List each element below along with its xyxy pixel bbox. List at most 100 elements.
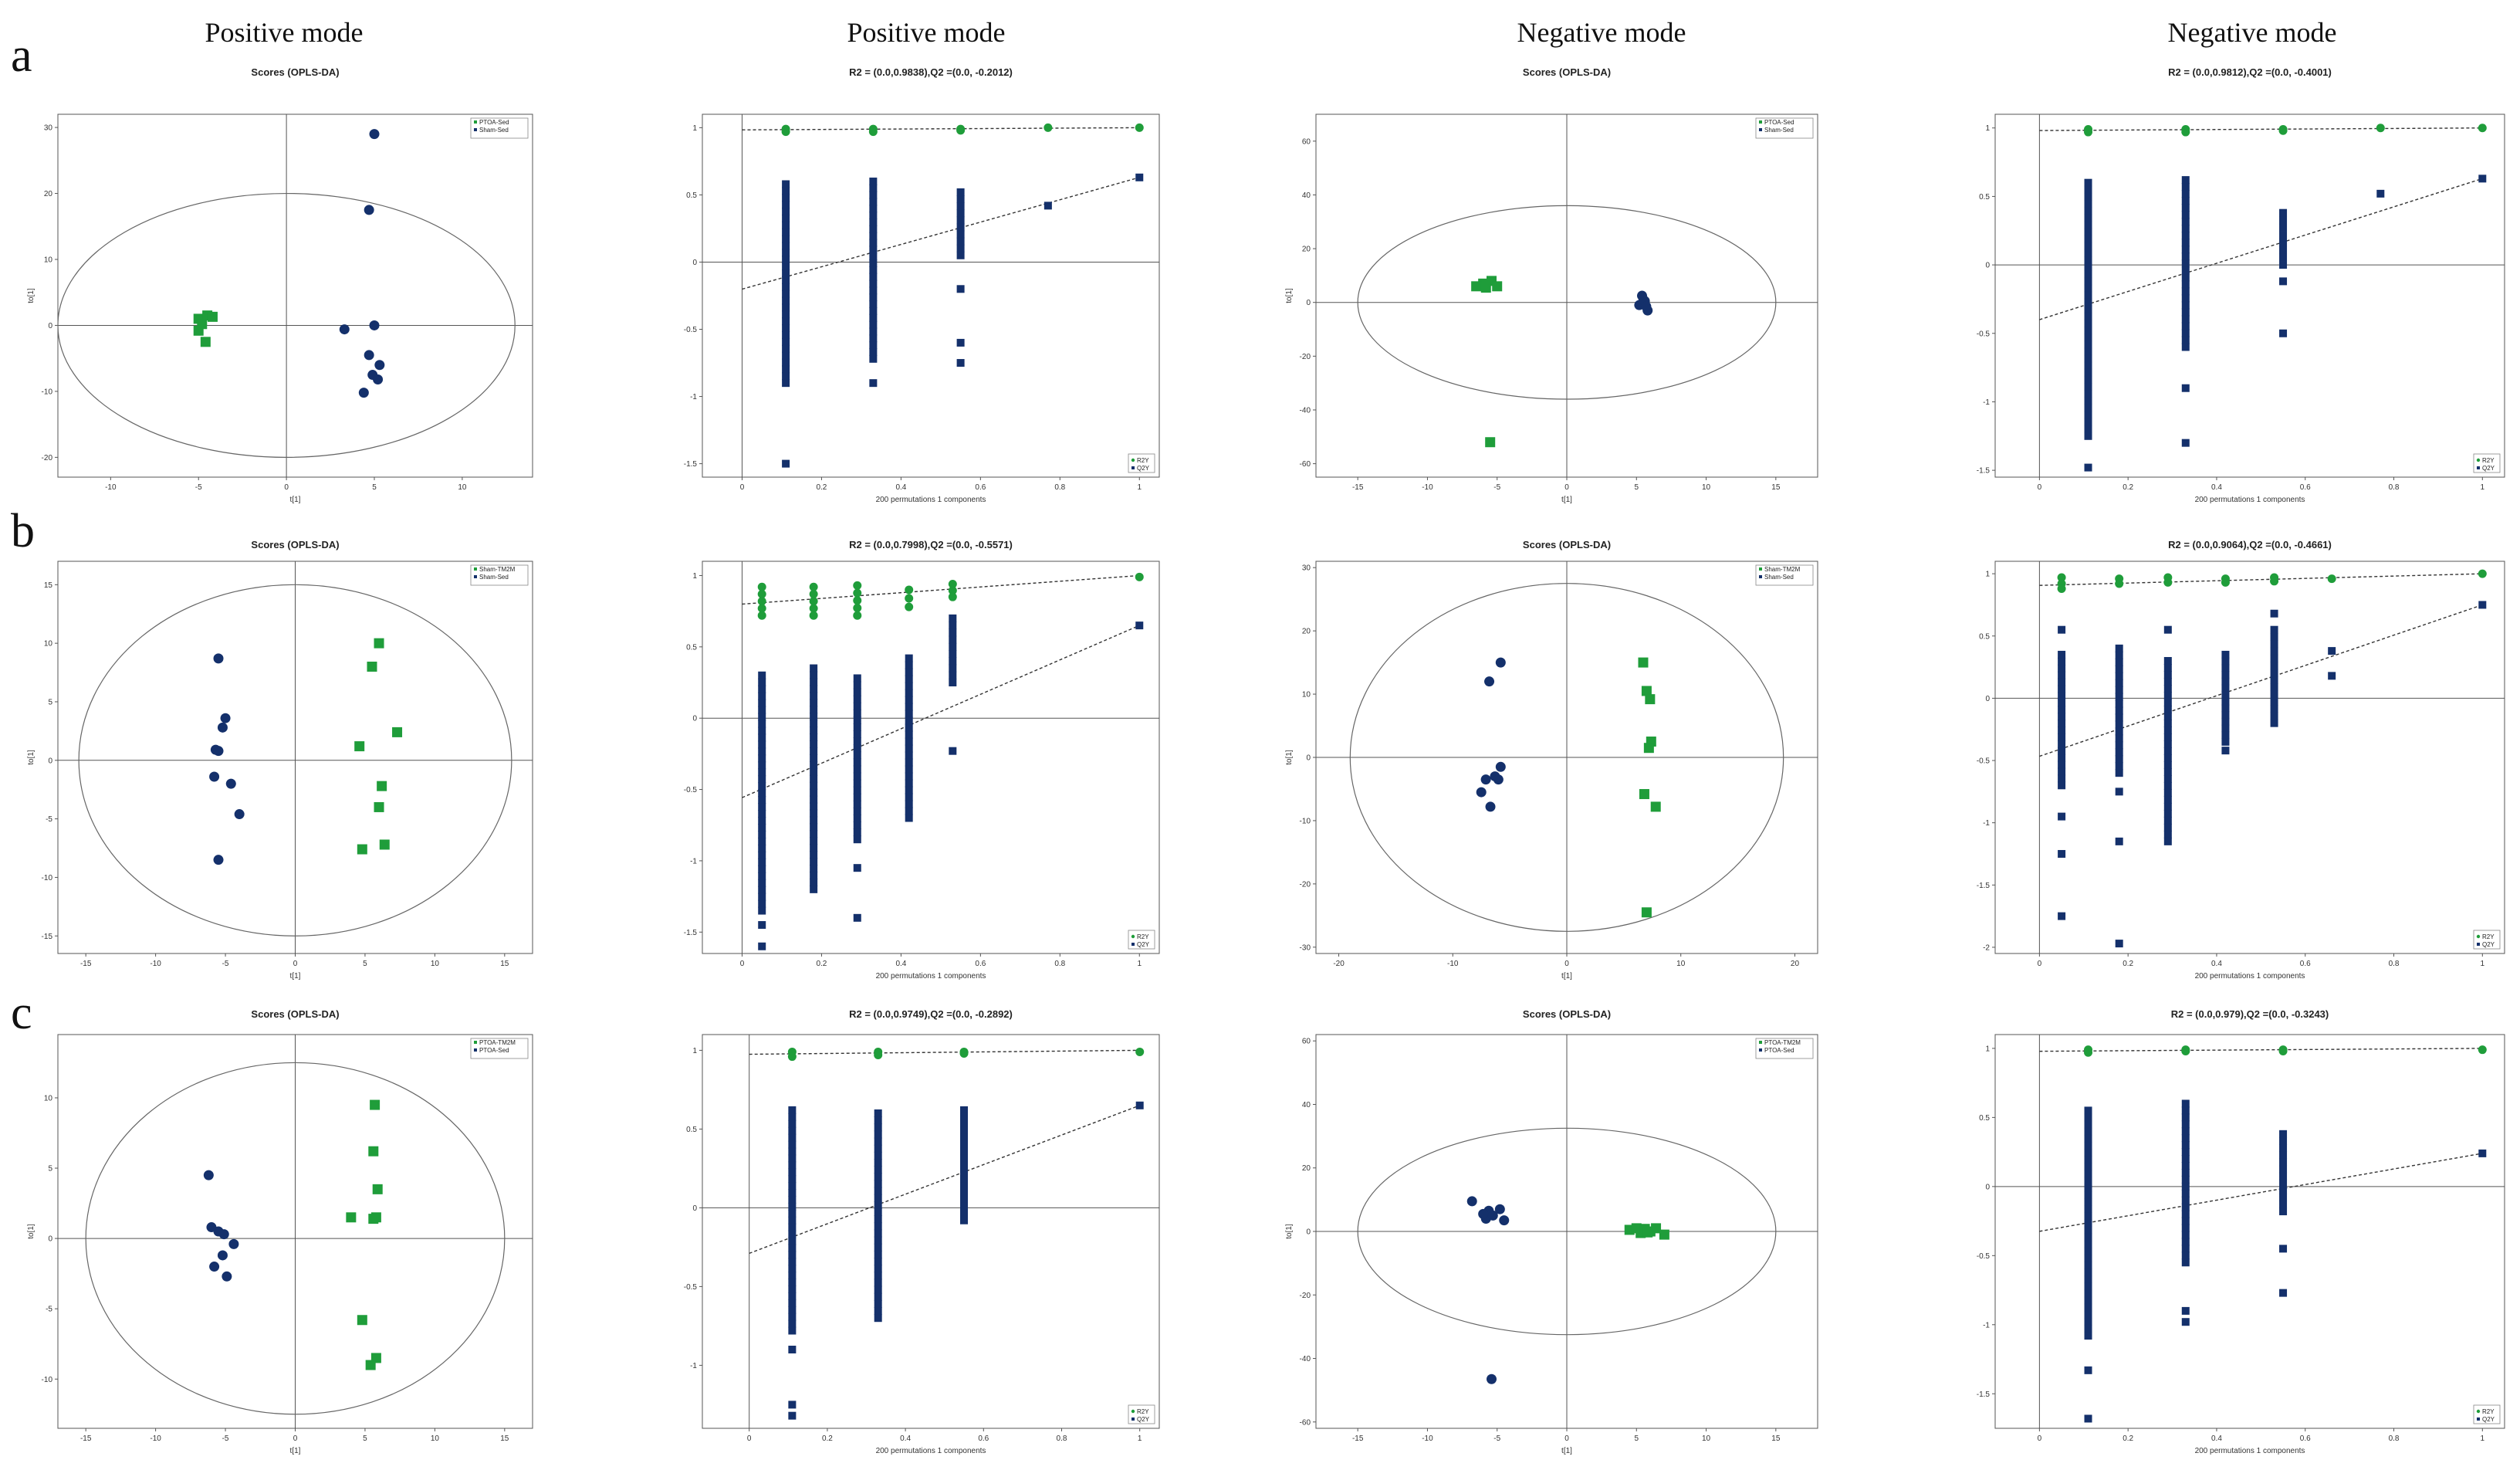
q2-point — [810, 823, 818, 832]
navy-circle-point — [1494, 1204, 1505, 1214]
y-tick-label: -0.5 — [1977, 757, 1991, 766]
navy-circle-point — [1485, 801, 1496, 812]
r2-regression-line — [2039, 573, 2483, 586]
q2-point — [782, 242, 790, 250]
x-tick-label: 0 — [747, 1434, 752, 1443]
q2-point — [2084, 1254, 2092, 1262]
q2-point — [2221, 717, 2230, 726]
q2-point — [758, 810, 766, 818]
q2-point — [874, 1243, 882, 1252]
q2-point — [2058, 760, 2066, 769]
q2-point — [2084, 277, 2092, 286]
y-tick-label: 5 — [48, 1165, 52, 1174]
q2-point — [2181, 246, 2190, 254]
q2-point — [2115, 734, 2123, 743]
green-square-point — [207, 311, 218, 322]
panel-1-4: R2 = (0.0,0.9812),Q2 =(0.0, -0.4001) 0 0.2… — [1977, 66, 2505, 504]
x-tick-label: 0.4 — [900, 1434, 911, 1443]
y-tick-label: 30 — [44, 124, 53, 133]
q2-point — [2221, 737, 2230, 746]
green-square-point — [1642, 1227, 1653, 1238]
q2-point — [810, 671, 818, 679]
legend-entry: R2Y — [1137, 1408, 1149, 1415]
navy-circle-point — [203, 1170, 214, 1180]
q2-point — [949, 642, 957, 651]
q2-point — [905, 793, 913, 801]
q2-point — [810, 713, 818, 721]
q2-point — [810, 837, 818, 845]
q2-point — [956, 188, 965, 196]
x-tick-label: 0.8 — [2389, 960, 2400, 968]
green-square-point — [1639, 789, 1649, 800]
q2-point — [960, 1182, 969, 1191]
q2-point — [853, 772, 861, 781]
series-2 — [1634, 290, 1653, 316]
q2-point — [2181, 183, 2190, 191]
q2-point — [960, 1133, 969, 1142]
q2-point — [869, 212, 878, 220]
q2-point — [782, 310, 790, 319]
q2-point — [758, 844, 766, 852]
y-tick-label: 0 — [48, 322, 52, 330]
q2-point — [788, 1168, 797, 1177]
legend-entry: PTOA-Sed — [479, 1047, 509, 1054]
y-tick-label: 0 — [48, 1235, 52, 1244]
y-axis-label: to[1] — [1285, 288, 1294, 303]
navy-circle-point — [209, 1262, 220, 1272]
q2-point — [2279, 1158, 2288, 1167]
q2-point — [905, 716, 913, 725]
x-tick-label: 10 — [1702, 1434, 1711, 1443]
q2-point — [2478, 1149, 2487, 1157]
q2-point — [2221, 731, 2230, 740]
q2-point — [782, 290, 790, 298]
q2-point — [810, 774, 818, 783]
q2-point — [788, 1265, 797, 1273]
x-tick-label: 0 — [1564, 483, 1569, 492]
q2-point — [874, 1173, 882, 1181]
r2-point — [809, 589, 818, 598]
x-axis-label: t[1] — [1561, 972, 1572, 981]
q2-point — [2084, 319, 2092, 327]
green-square-point — [1645, 694, 1656, 705]
green-square-point — [365, 1360, 376, 1370]
q2-point — [788, 1209, 797, 1218]
navy-circle-point — [213, 653, 224, 664]
legend-marker — [1759, 1048, 1762, 1052]
q2-point — [2181, 1120, 2190, 1129]
q2-point — [810, 878, 818, 886]
q2-point — [853, 730, 861, 739]
navy-circle-point — [358, 388, 369, 398]
q2-point — [2181, 197, 2190, 205]
r2-point — [2057, 573, 2066, 582]
q2-point — [2279, 1245, 2288, 1253]
q2-point — [2181, 1127, 2190, 1136]
x-tick-label: 15 — [500, 960, 509, 968]
x-tick-label: 0.2 — [2123, 960, 2133, 968]
column-header-1: Positive mode — [205, 17, 364, 48]
q2-point — [905, 800, 913, 808]
y-tick-label: 60 — [1302, 137, 1311, 146]
y-tick-label: 0 — [1985, 262, 1990, 270]
q2-point — [2084, 242, 2092, 250]
x-tick-label: 0 — [1564, 1434, 1569, 1443]
row-labels: a b c — [11, 29, 35, 1039]
q2-point — [2181, 1196, 2190, 1204]
q2-point — [2181, 439, 2190, 447]
y-tick-label: 0.5 — [686, 643, 697, 652]
q2-point — [782, 249, 790, 257]
q2-point — [2181, 308, 2190, 317]
q2-point — [2058, 747, 2066, 755]
q2-point — [788, 1126, 797, 1135]
y-tick-label: 1 — [1985, 571, 1990, 579]
q2-point — [869, 259, 878, 268]
r2-point — [2478, 569, 2487, 578]
q2-point — [853, 723, 861, 732]
q2-point — [2084, 397, 2092, 405]
q2-point — [2115, 720, 2123, 729]
q2-point — [810, 851, 818, 859]
series-1 — [1471, 276, 1503, 448]
q2-point — [810, 844, 818, 852]
green-square-point — [346, 1212, 357, 1223]
x-tick-label: -10 — [150, 1434, 161, 1443]
